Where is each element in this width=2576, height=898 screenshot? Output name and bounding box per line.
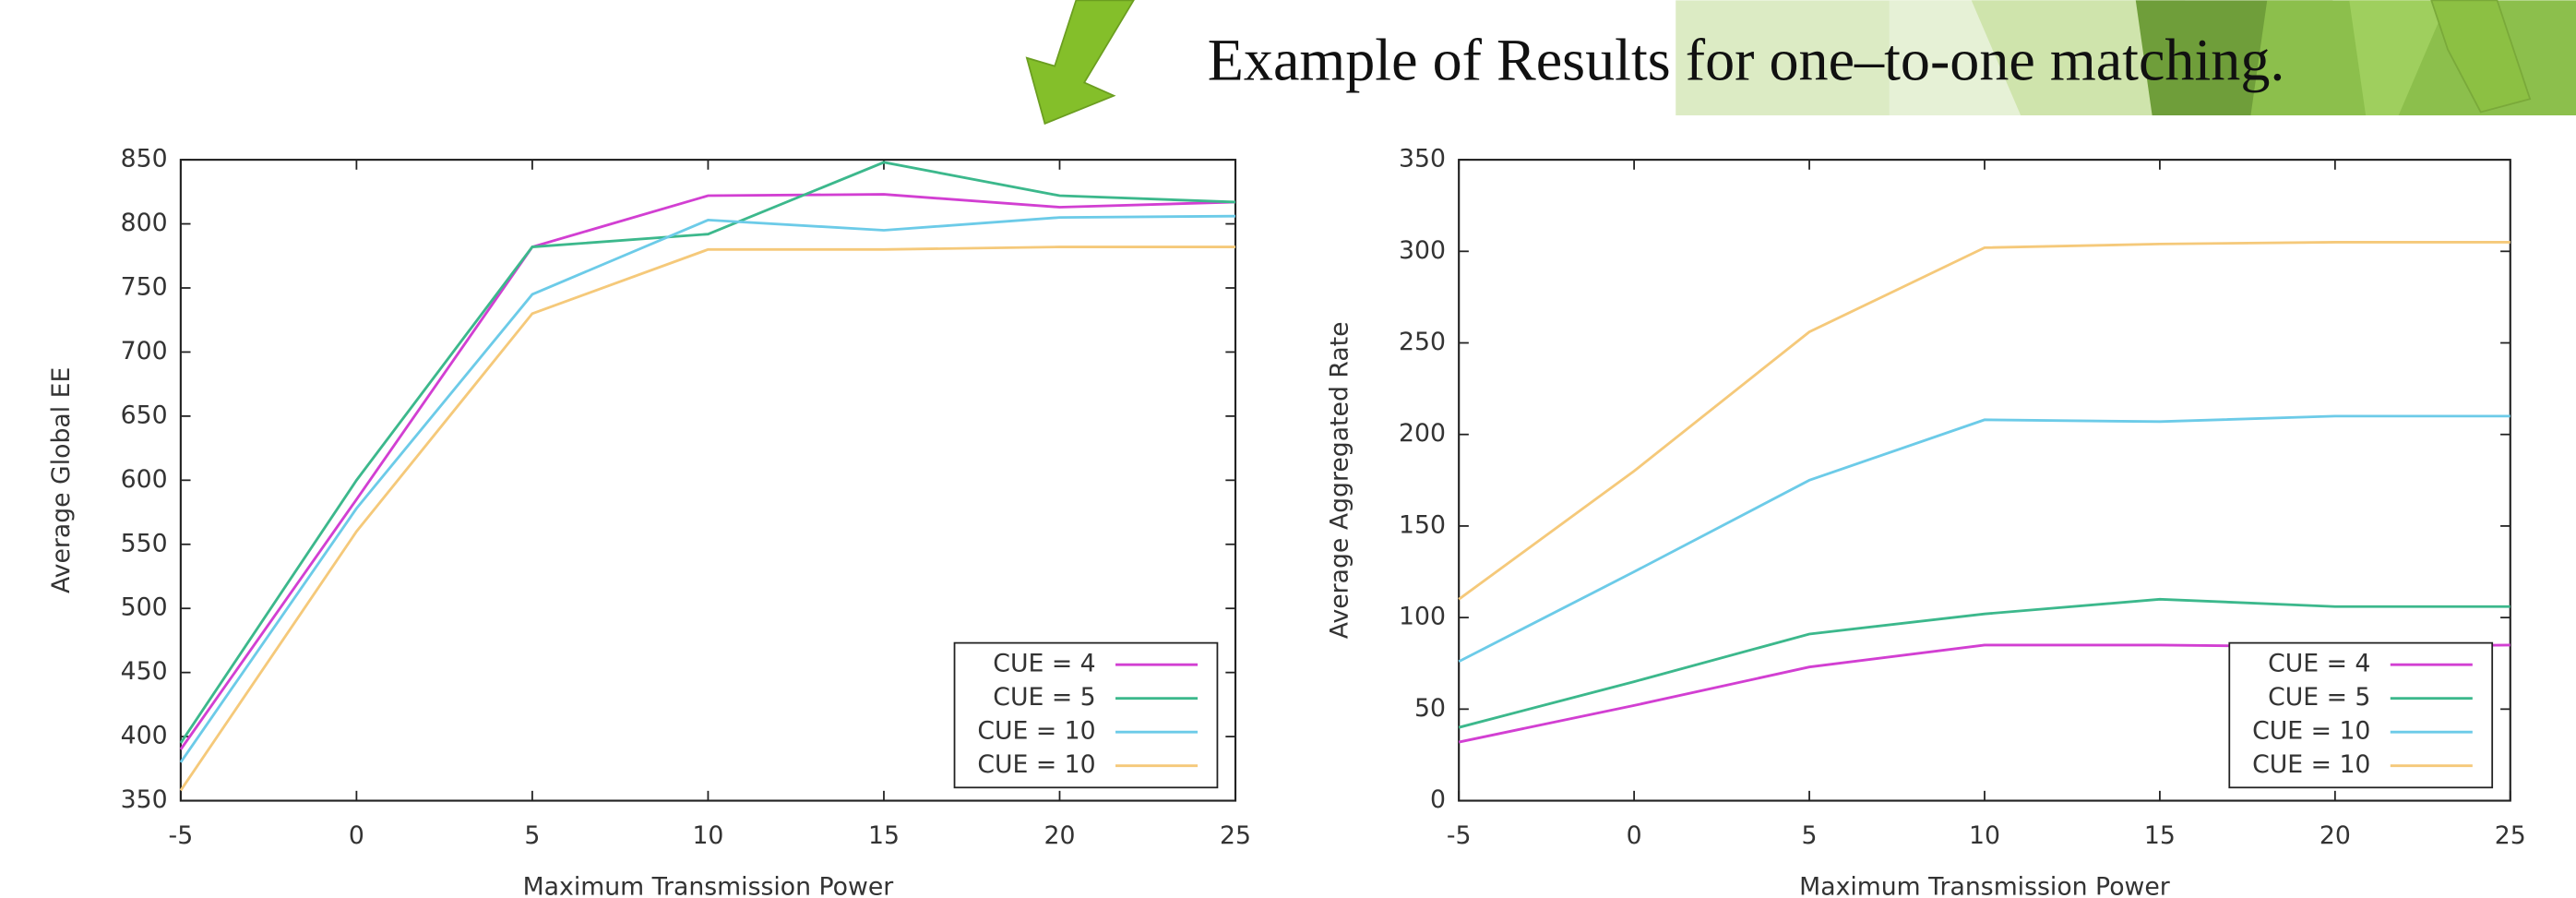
- legend-box: [953, 641, 1219, 789]
- y-tick-label: 100: [1399, 603, 1446, 631]
- decoration: [1025, 0, 2576, 126]
- y-axis-label: Average Global EE: [47, 367, 76, 593]
- x-tick-label: 25: [2495, 821, 2526, 850]
- x-tick-label: 15: [2144, 821, 2176, 850]
- y-tick-label: 750: [121, 273, 168, 302]
- y-tick-label: 0: [1430, 785, 1446, 814]
- y-tick-label: 800: [121, 209, 168, 237]
- legend-label: CUE = 10: [2252, 717, 2370, 746]
- y-axis-label: Average Aggregated Rate: [1325, 321, 1354, 639]
- x-tick-label: -5: [1447, 821, 1472, 850]
- y-tick-label: 250: [1399, 328, 1446, 356]
- legend-label: CUE = 5: [993, 683, 1095, 712]
- legend-label: CUE = 5: [2268, 683, 2370, 712]
- legend-label: CUE = 10: [2252, 750, 2370, 779]
- y-tick-label: 150: [1399, 510, 1446, 539]
- x-tick-label: 25: [1220, 821, 1251, 850]
- legend: CUE = 4 CUE = 5 CUE = 10 CUE = 10: [2228, 641, 2494, 789]
- x-tick-label: 15: [868, 821, 900, 850]
- y-tick-label: 350: [121, 785, 168, 814]
- y-tick-label: 550: [121, 529, 168, 557]
- y-tick-label: 600: [121, 465, 168, 494]
- x-tick-label: 10: [1969, 821, 2000, 850]
- legend-box: [2228, 641, 2494, 789]
- x-tick-label: 20: [1044, 821, 1076, 850]
- x-tick-label: 10: [692, 821, 723, 850]
- x-tick-label: 5: [1802, 821, 1818, 850]
- legend: CUE = 4 CUE = 5 CUE = 10 CUE = 10: [953, 641, 1219, 789]
- slide-title: Example of Results for one–to-one matchi…: [1208, 27, 2285, 92]
- y-tick-label: 700: [121, 337, 168, 365]
- series-line: [179, 193, 1236, 750]
- y-tick-label: 850: [121, 145, 168, 174]
- y-tick-label: 50: [1414, 694, 1446, 723]
- y-tick-label: 350: [1399, 145, 1446, 174]
- series-line: [179, 161, 1236, 744]
- y-tick-label: 650: [121, 401, 168, 429]
- legend-label: CUE = 10: [977, 717, 1095, 746]
- legend-label: CUE = 10: [977, 750, 1095, 779]
- chart: 350 400 450 500 550 600 650 700 750 800 850 -5 0 5 10 1…: [47, 145, 1251, 898]
- y-tick-label: 200: [1399, 419, 1446, 448]
- x-axis-label: Maximum Transmission Power: [523, 872, 894, 898]
- x-tick-label: 5: [524, 821, 540, 850]
- x-axis-label: Maximum Transmission Power: [1799, 872, 2170, 898]
- series-line: [1458, 240, 2510, 601]
- legend-label: CUE = 4: [993, 650, 1095, 678]
- y-tick-label: 500: [121, 593, 168, 622]
- x-tick-label: 0: [1627, 821, 1642, 850]
- y-tick-label: 400: [121, 722, 168, 750]
- series-line: [1458, 414, 2510, 664]
- y-tick-label: 300: [1399, 236, 1446, 265]
- x-tick-label: 20: [2320, 821, 2351, 850]
- series-line: [179, 245, 1236, 792]
- x-tick-label: 0: [349, 821, 364, 850]
- series-line: [1458, 597, 2510, 729]
- legend-label: CUE = 4: [2268, 650, 2370, 678]
- y-tick-label: 450: [121, 657, 168, 686]
- x-tick-label: -5: [169, 821, 194, 850]
- series-line: [179, 214, 1236, 763]
